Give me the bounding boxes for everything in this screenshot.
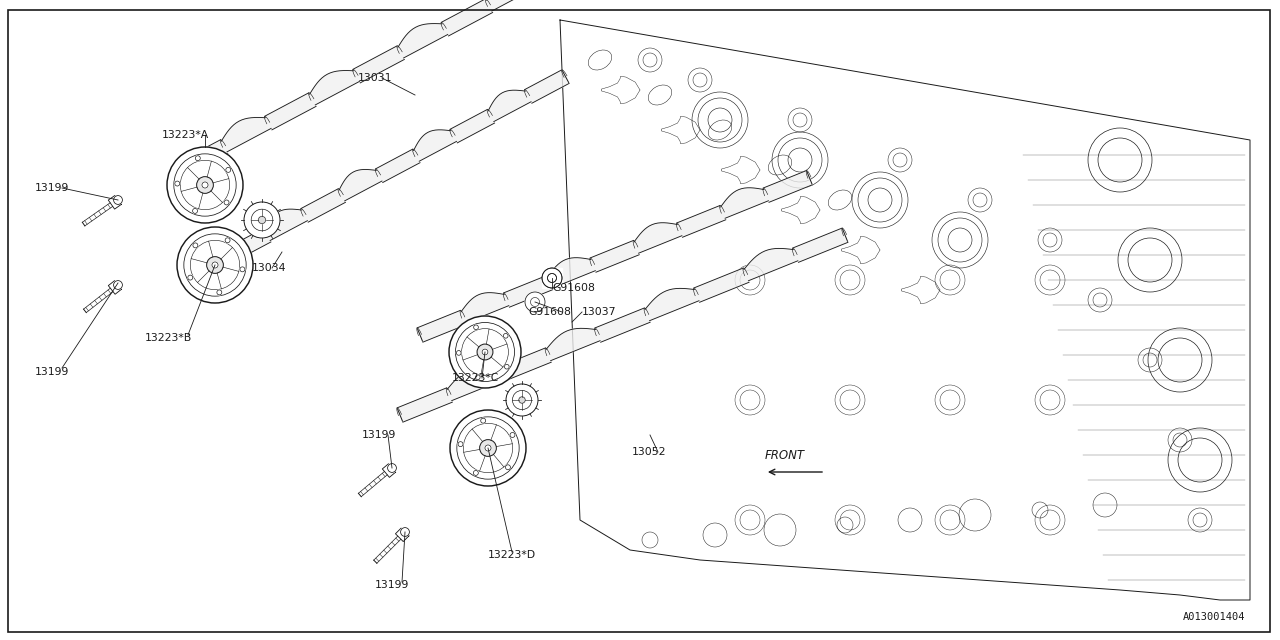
- Polygon shape: [417, 170, 813, 342]
- Circle shape: [216, 290, 221, 295]
- Text: FRONT: FRONT: [765, 449, 805, 462]
- Circle shape: [259, 216, 266, 223]
- Circle shape: [449, 316, 521, 388]
- Text: A013001404: A013001404: [1183, 612, 1245, 622]
- Text: G91608: G91608: [529, 307, 571, 317]
- Polygon shape: [109, 281, 122, 294]
- Polygon shape: [383, 464, 396, 477]
- Circle shape: [401, 527, 410, 536]
- Circle shape: [474, 470, 479, 476]
- Circle shape: [202, 182, 209, 188]
- Circle shape: [518, 397, 525, 403]
- Circle shape: [457, 351, 461, 355]
- Circle shape: [481, 418, 485, 423]
- Circle shape: [504, 364, 509, 369]
- Circle shape: [206, 257, 224, 273]
- Text: 13199: 13199: [35, 367, 69, 377]
- Text: 13223*C: 13223*C: [452, 373, 499, 383]
- Circle shape: [196, 156, 200, 161]
- Circle shape: [503, 333, 508, 338]
- Polygon shape: [396, 528, 408, 541]
- Circle shape: [114, 196, 123, 204]
- Circle shape: [474, 325, 479, 330]
- Circle shape: [212, 262, 218, 268]
- Text: 13037: 13037: [582, 307, 617, 317]
- Circle shape: [177, 227, 253, 303]
- Text: 13223*B: 13223*B: [145, 333, 192, 343]
- Circle shape: [193, 243, 198, 248]
- Text: 13031: 13031: [358, 73, 393, 83]
- Circle shape: [506, 384, 538, 416]
- Circle shape: [224, 200, 229, 205]
- Circle shape: [458, 442, 463, 447]
- Circle shape: [225, 168, 230, 172]
- Circle shape: [525, 292, 545, 312]
- Circle shape: [197, 177, 214, 193]
- Circle shape: [483, 349, 488, 355]
- Polygon shape: [541, 268, 562, 288]
- Circle shape: [175, 181, 179, 186]
- Circle shape: [475, 375, 480, 380]
- Polygon shape: [227, 70, 570, 262]
- Polygon shape: [397, 228, 847, 422]
- Circle shape: [166, 147, 243, 223]
- Circle shape: [509, 433, 515, 438]
- Polygon shape: [177, 0, 581, 177]
- Circle shape: [480, 440, 497, 456]
- Circle shape: [192, 209, 197, 213]
- Text: 13199: 13199: [362, 430, 397, 440]
- Circle shape: [506, 465, 511, 470]
- Circle shape: [485, 445, 492, 451]
- Text: 13199: 13199: [35, 183, 69, 193]
- Circle shape: [477, 344, 493, 360]
- Text: 13223*A: 13223*A: [163, 130, 209, 140]
- Text: 13052: 13052: [632, 447, 667, 457]
- Text: 13223*D: 13223*D: [488, 550, 536, 560]
- Text: G91608: G91608: [552, 283, 595, 293]
- Circle shape: [244, 202, 280, 238]
- Circle shape: [114, 280, 123, 289]
- Circle shape: [239, 267, 244, 272]
- Circle shape: [188, 275, 193, 280]
- Polygon shape: [561, 20, 1251, 600]
- Text: 13034: 13034: [252, 263, 287, 273]
- Circle shape: [451, 410, 526, 486]
- Circle shape: [388, 463, 397, 472]
- Circle shape: [225, 238, 230, 243]
- Polygon shape: [109, 195, 122, 209]
- Text: 13199: 13199: [375, 580, 410, 590]
